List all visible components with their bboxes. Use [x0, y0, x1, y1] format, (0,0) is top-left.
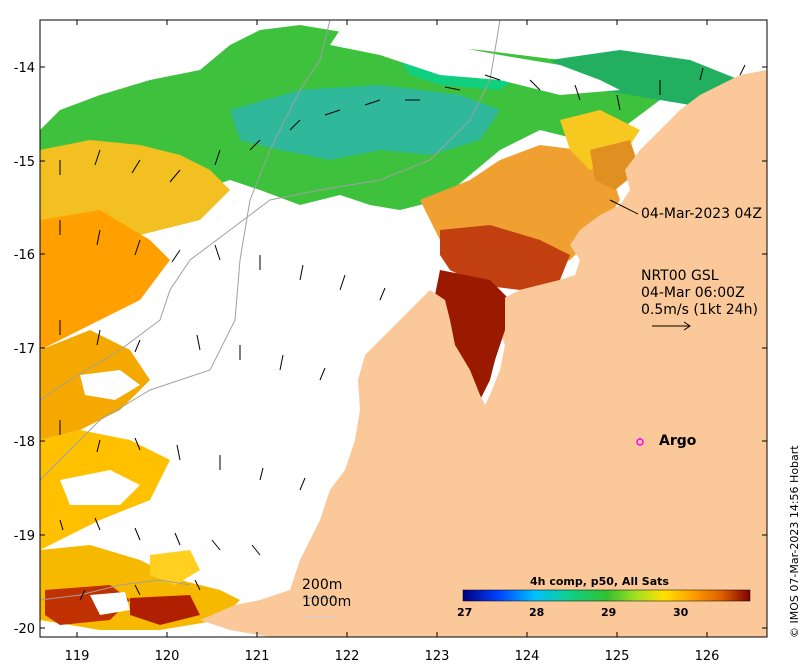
lon-tick: 119	[65, 649, 90, 664]
current-vectors	[59, 64, 746, 601]
colorbar-tick: 29	[601, 606, 617, 619]
lon-tick-labels: 119 120 121 122 123 124 125 126	[65, 649, 720, 664]
isobath-1000-label: 1000m	[302, 594, 352, 610]
lon-tick: 123	[425, 649, 450, 664]
argo-label: Argo	[659, 433, 697, 449]
lon-tick: 124	[515, 649, 540, 664]
lon-tick: 120	[155, 649, 180, 664]
axis-ticks	[40, 20, 767, 637]
current-product-label: NRT00 GSL	[641, 268, 719, 284]
lon-tick: 126	[695, 649, 720, 664]
lon-tick: 122	[335, 649, 360, 664]
vector-scale-arrow	[652, 321, 691, 331]
lat-tick: -15	[14, 155, 35, 170]
plot-frame	[39, 19, 768, 638]
lat-tick: -14	[14, 61, 35, 76]
colorbar-tick: 27	[457, 606, 473, 619]
sst-field	[40, 25, 760, 630]
lon-tick: 121	[245, 649, 270, 664]
lat-tick-labels: -14 -15 -16 -17 -18 -19 -20	[14, 61, 35, 637]
colorbar-tick: 28	[529, 606, 545, 619]
colorbar-tick: 30	[673, 606, 689, 619]
lat-tick: -18	[14, 435, 35, 450]
lon-tick: 125	[605, 649, 630, 664]
colorbar-title: 4h comp, p50, All Sats	[530, 575, 669, 588]
lat-tick: -16	[14, 248, 35, 263]
lat-tick: -20	[14, 622, 35, 637]
land-mass	[200, 20, 767, 637]
isobath-200-label: 200m	[302, 577, 343, 593]
current-time-label: 04-Mar 06:00Z	[641, 285, 745, 301]
sat-time-pointer	[609, 199, 639, 215]
lat-tick: -19	[14, 529, 35, 544]
vector-scale-label: 0.5m/s (1kt 24h)	[641, 302, 758, 318]
colorbar	[462, 589, 751, 602]
credit-text: © IMOS 07-Mar-2023 14:56 Hobart	[788, 445, 801, 638]
argo-marker	[636, 438, 644, 446]
isobath-contours	[40, 20, 501, 601]
satellite-time-label: 04-Mar-2023 04Z	[641, 206, 762, 222]
lat-tick: -17	[14, 342, 35, 357]
